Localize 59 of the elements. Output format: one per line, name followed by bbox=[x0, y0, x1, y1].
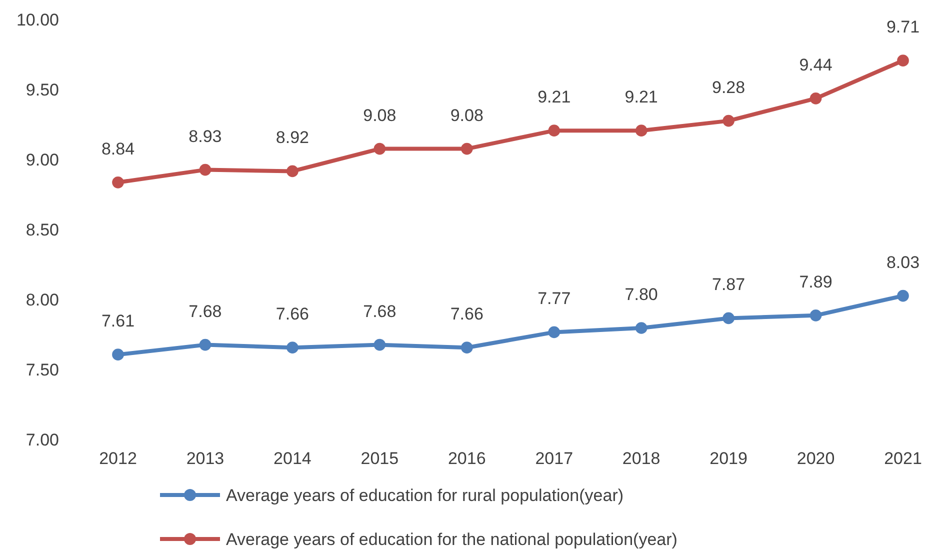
x-tick-label: 2019 bbox=[710, 449, 748, 468]
y-tick-label: 7.50 bbox=[26, 360, 59, 380]
x-tick-label: 2016 bbox=[448, 449, 486, 468]
data-label: 7.61 bbox=[101, 312, 135, 331]
point bbox=[635, 322, 648, 334]
data-label: 9.44 bbox=[799, 55, 832, 74]
x-tick-label: 2021 bbox=[884, 449, 922, 468]
data-label: 7.89 bbox=[799, 272, 832, 292]
x-tick-label: 2014 bbox=[274, 449, 312, 468]
point bbox=[810, 92, 822, 104]
point bbox=[199, 338, 212, 351]
legend-label: Average years of education for the national population(year) bbox=[226, 530, 678, 549]
x-tick-label: 2018 bbox=[622, 449, 660, 468]
point bbox=[286, 165, 298, 178]
point bbox=[374, 142, 386, 155]
point bbox=[897, 290, 909, 302]
data-label: 7.66 bbox=[450, 304, 484, 324]
point bbox=[548, 326, 560, 338]
x-tick-label: 2012 bbox=[99, 449, 137, 468]
data-label: 7.66 bbox=[276, 304, 309, 324]
point bbox=[460, 142, 473, 155]
point bbox=[722, 312, 734, 324]
data-label: 7.87 bbox=[712, 275, 746, 294]
x-tick-label: 2017 bbox=[535, 449, 574, 468]
x-tick-label: 2015 bbox=[360, 449, 399, 468]
legend-label: Average years of education for rural population(year) bbox=[226, 486, 624, 505]
data-label: 8.03 bbox=[886, 252, 920, 272]
point bbox=[286, 342, 298, 354]
data-label: 9.08 bbox=[450, 106, 484, 125]
data-label: 8.92 bbox=[276, 128, 309, 148]
point bbox=[722, 114, 734, 127]
y-tick-label: 9.50 bbox=[26, 80, 59, 100]
data-label: 9.08 bbox=[363, 106, 396, 125]
point bbox=[460, 342, 473, 354]
point bbox=[112, 176, 124, 188]
point bbox=[548, 124, 560, 137]
data-label: 8.93 bbox=[188, 126, 222, 146]
y-tick-label: 8.50 bbox=[26, 220, 59, 240]
data-label: 7.68 bbox=[363, 302, 396, 321]
point bbox=[635, 124, 648, 137]
data-label: 7.77 bbox=[538, 289, 571, 308]
point bbox=[897, 54, 909, 67]
x-tick-label: 2020 bbox=[796, 449, 835, 468]
data-label: 8.84 bbox=[101, 139, 135, 158]
data-label: 9.21 bbox=[538, 88, 571, 107]
data-label: 9.71 bbox=[886, 18, 920, 37]
data-label: 7.68 bbox=[188, 302, 222, 321]
y-tick-label: 9.00 bbox=[26, 150, 59, 170]
point bbox=[199, 164, 212, 176]
y-tick-label: 10.00 bbox=[16, 10, 59, 30]
point bbox=[374, 338, 386, 351]
y-tick-label: 8.00 bbox=[26, 290, 59, 310]
point bbox=[112, 348, 124, 361]
point bbox=[810, 309, 822, 322]
data-label: 9.28 bbox=[712, 78, 746, 97]
y-tick-label: 7.00 bbox=[26, 430, 59, 450]
data-label: 9.21 bbox=[624, 88, 658, 107]
data-label: 7.80 bbox=[624, 285, 658, 304]
x-tick-label: 2013 bbox=[186, 449, 224, 468]
